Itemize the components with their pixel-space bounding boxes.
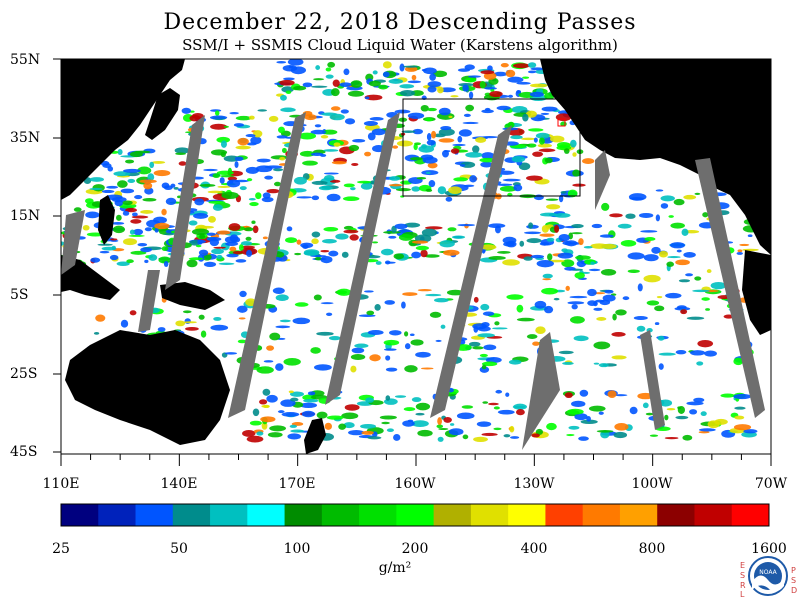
lon-label-100w: 100W <box>631 476 673 492</box>
colorbar-swatch <box>98 504 137 526</box>
swath-gap <box>61 210 85 275</box>
logo-letter: R <box>740 581 746 590</box>
north-america-land <box>540 59 771 255</box>
noaa-badge-text: NOAA <box>759 569 777 576</box>
colorbar-label: 800 <box>638 541 666 557</box>
swath-gap <box>522 332 560 450</box>
lat-label-25s: 25S <box>10 366 38 382</box>
colorbar-swatch <box>135 504 174 526</box>
colorbar-swatch <box>284 504 323 526</box>
colorbar-swatch <box>694 504 733 526</box>
lat-label-35n: 35N <box>10 130 41 146</box>
swath-gap <box>165 115 205 290</box>
japan-land <box>145 88 180 140</box>
colorbar-swatch <box>359 504 397 526</box>
colorbar-swatch <box>172 504 211 526</box>
lon-label-170e: 170E <box>278 476 316 492</box>
swath-gap <box>228 112 306 418</box>
colorbar-swatch <box>396 504 435 526</box>
australia-land <box>65 330 230 445</box>
lat-label-45s: 45S <box>10 444 38 460</box>
south-america-land <box>742 250 771 335</box>
swath-gaps <box>61 112 765 450</box>
new-guinea-land <box>160 282 225 310</box>
swath-gap <box>695 158 765 418</box>
colorbar-swatch <box>433 504 472 526</box>
indonesia-land <box>61 255 120 300</box>
swath-gap <box>138 270 160 332</box>
colorbar-label: 400 <box>520 541 548 557</box>
swath-gap <box>640 330 665 430</box>
noaa-logo: NOAA <box>748 556 788 596</box>
lon-label-140e: 140E <box>160 476 198 492</box>
logo-letter: P <box>791 566 796 575</box>
colorbar-swatch <box>321 504 360 526</box>
colorbar-swatch <box>582 504 621 526</box>
colorbar-swatch <box>247 504 286 526</box>
colorbar-label: 50 <box>170 541 188 557</box>
colorbar <box>60 503 770 527</box>
logo-letter: D <box>791 586 798 595</box>
new-zealand-land <box>304 418 326 454</box>
lon-label-160w: 160W <box>394 476 436 492</box>
colorbar-label: 100 <box>283 541 311 557</box>
region-box <box>402 98 581 197</box>
lat-label-15n: 15N <box>10 208 41 224</box>
colorbar-label: 25 <box>52 541 70 557</box>
philippines-land <box>98 195 115 245</box>
lat-label-5s: 5S <box>10 287 29 303</box>
lon-label-130w: 130W <box>513 476 555 492</box>
lon-label-70w: 70W <box>754 476 788 492</box>
axis-ticks <box>53 58 772 466</box>
cloud-water-field <box>61 59 764 443</box>
map-title: December 22, 2018 Descending Passes <box>163 10 637 35</box>
colorbar-label: 1600 <box>751 541 787 557</box>
map-subtitle: SSM/I + SSMIS Cloud Liquid Water (Karste… <box>182 36 618 54</box>
colorbar-swatch <box>210 504 248 526</box>
swath-gap <box>595 150 610 210</box>
colorbar-swatch <box>731 504 770 526</box>
colorbar-swatch <box>545 504 584 526</box>
colorbar-swatch <box>470 504 509 526</box>
swath-gap <box>325 112 400 405</box>
colorbar-swatch <box>508 504 546 526</box>
asia-land <box>61 59 185 200</box>
lon-label-110e: 110E <box>42 476 80 492</box>
station-box <box>557 118 566 127</box>
colorbar-swatch <box>619 504 658 526</box>
logo-letter: E <box>740 561 746 570</box>
logo-letter: S <box>791 576 797 585</box>
colorbar-swatch <box>657 504 695 526</box>
logo-letter: S <box>740 571 746 580</box>
lat-label-55n: 55N <box>10 52 41 68</box>
colorbar-units: g/m² <box>378 560 412 576</box>
colorbar-swatch <box>61 504 99 526</box>
colorbar-label: 200 <box>401 541 429 557</box>
swath-gap <box>430 125 512 418</box>
land-masses <box>61 59 771 454</box>
logo-letter: L <box>740 590 745 599</box>
